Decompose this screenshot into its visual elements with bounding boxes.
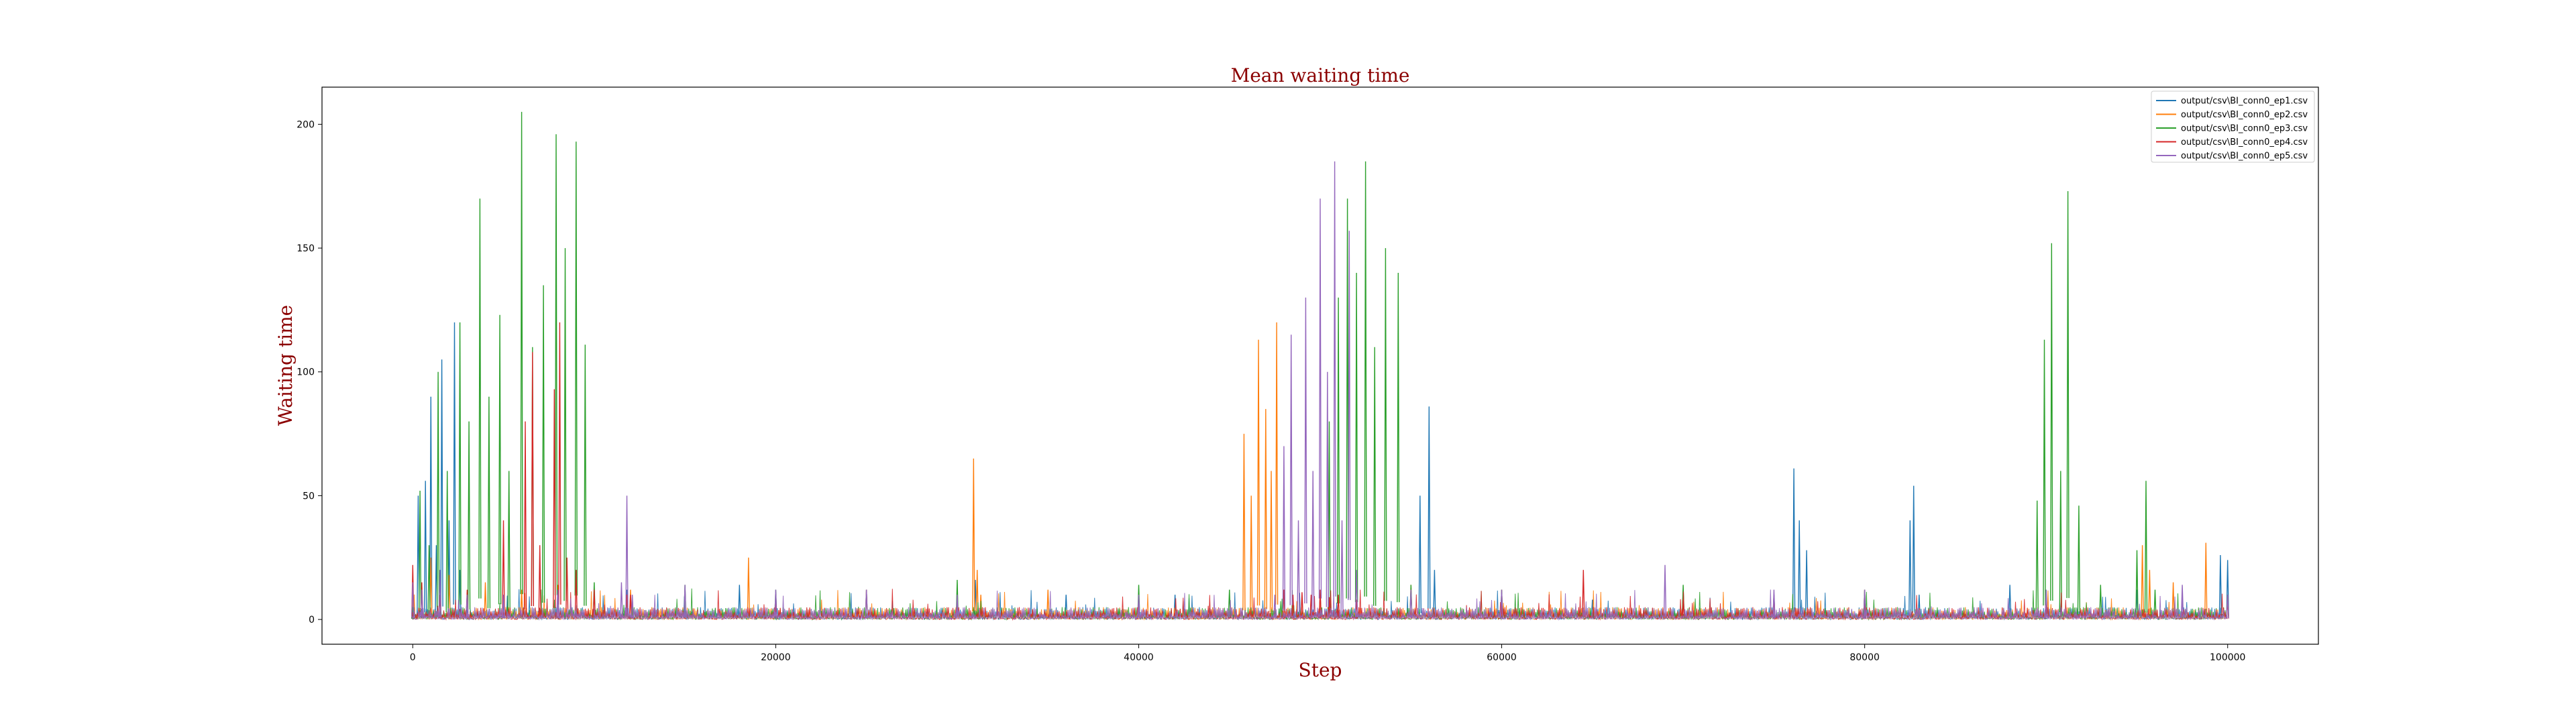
x-tick-label: 100000 <box>2210 652 2245 663</box>
x-tick-label: 0 <box>410 652 416 663</box>
legend-label: output/csv\BI_conn0_ep2.csv <box>2181 110 2308 120</box>
y-axis: 0 50 100 150 200 <box>297 119 322 625</box>
y-tick-label: 0 <box>309 615 315 625</box>
y-axis-label: Waiting time <box>274 305 297 426</box>
x-tick-label: 40000 <box>1124 652 1154 663</box>
y-tick-label: 200 <box>297 119 315 130</box>
series-baseline <box>412 589 2228 621</box>
legend-items: output/csv\BI_conn0_ep1.csv output/csv\BI… <box>2156 97 2308 162</box>
series-layer <box>411 111 2229 621</box>
chart-title: Mean waiting time <box>1231 64 1410 86</box>
x-tick-label: 20000 <box>761 652 791 663</box>
y-tick-label: 50 <box>303 491 315 501</box>
legend-label: output/csv\BI_conn0_ep5.csv <box>2181 152 2308 162</box>
legend-box <box>2151 90 2315 163</box>
plot-area <box>321 86 2319 645</box>
legend-label: output/csv\BI_conn0_ep3.csv <box>2181 124 2308 134</box>
legend-label: output/csv\BI_conn0_ep1.csv <box>2181 97 2308 107</box>
legend: output/csv\BI_conn0_ep1.csv output/csv\BI… <box>2151 90 2315 163</box>
y-tick-label: 150 <box>297 243 315 254</box>
series-spikes <box>411 161 2229 619</box>
x-axis-label: Step <box>1299 659 1342 681</box>
legend-label: output/csv\BI_conn0_ep4.csv <box>2181 137 2308 147</box>
y-tick-label: 100 <box>297 367 315 378</box>
series-5-line <box>411 161 2229 621</box>
x-tick-label: 80000 <box>1849 652 1880 663</box>
x-axis: 0 20000 40000 60000 80000 100000 <box>410 644 2245 663</box>
plot-frame <box>321 86 2319 645</box>
x-tick-label: 60000 <box>1487 652 1517 663</box>
